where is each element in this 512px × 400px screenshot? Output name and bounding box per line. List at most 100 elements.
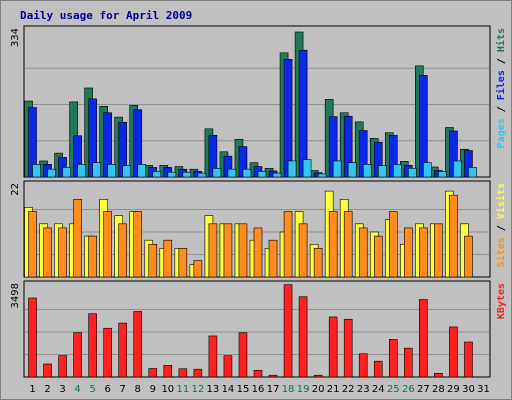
x-tick-label: 27 — [417, 384, 430, 395]
x-tick-label: 15 — [237, 384, 250, 395]
bar-sites-day-24 — [373, 235, 383, 278]
x-tick-label: 1 — [29, 384, 35, 395]
bar-kbytes-day-12 — [193, 368, 203, 378]
bar-pages-day-7 — [122, 165, 132, 178]
bar-pages-day-17 — [272, 172, 282, 178]
chart-panels: 334 Pages / Files / Hits 22 Sites / Visits 3… — [10, 25, 507, 378]
bar-kbytes-day-6 — [103, 327, 112, 378]
y-max-label: 22 — [10, 183, 21, 196]
bar-pages-day-10 — [167, 171, 177, 178]
series-label: Files — [495, 70, 507, 100]
bar-kbytes-day-27 — [419, 299, 428, 378]
bar-kbytes-day-4 — [73, 332, 82, 378]
bar-pages-day-22 — [347, 162, 357, 178]
bar-pages-day-29 — [453, 160, 462, 178]
x-tick-label: 5 — [89, 384, 95, 395]
bar-pages-day-9 — [152, 171, 162, 178]
bar-sites-day-4 — [73, 198, 82, 278]
x-tick-label: 21 — [327, 384, 340, 395]
bar-kbytes-day-21 — [328, 316, 338, 378]
bar-sites-day-28 — [434, 223, 443, 278]
bar-kbytes-day-15 — [238, 332, 248, 378]
bar-kbytes-day-7 — [118, 322, 128, 378]
bar-pages-day-15 — [242, 168, 252, 178]
bar-sites-day-18 — [283, 211, 293, 278]
x-tick-label: 4 — [74, 384, 80, 395]
series-files — [28, 49, 473, 178]
bar-sites-day-14 — [223, 223, 233, 278]
panel-bottom: 3498 KBytes — [10, 280, 507, 378]
y-max-label: 3498 — [10, 283, 21, 308]
series-pages — [32, 159, 477, 178]
panel-middle: 22 Sites / Visits — [10, 180, 507, 278]
bar-sites-day-8 — [133, 211, 143, 278]
x-tick-label: 26 — [402, 384, 415, 395]
bar-kbytes-day-9 — [148, 368, 158, 378]
bar-pages-day-19 — [302, 159, 312, 178]
series-label: / — [496, 52, 507, 70]
bar-kbytes-day-28 — [434, 372, 443, 378]
bar-kbytes-day-16 — [253, 370, 263, 378]
x-tick-label: 9 — [150, 384, 156, 395]
bar-kbytes-day-1 — [28, 297, 37, 378]
bar-pages-day-6 — [107, 164, 116, 178]
bar-sites-day-15 — [238, 223, 248, 278]
bar-sites-day-30 — [464, 235, 473, 278]
bar-kbytes-day-11 — [178, 368, 188, 378]
bar-pages-day-5 — [92, 162, 101, 178]
x-tick-label: 12 — [192, 384, 205, 395]
bar-pages-day-27 — [423, 162, 432, 178]
x-tick-label: 16 — [252, 384, 265, 395]
x-tick-label: 11 — [176, 384, 189, 395]
bar-pages-day-8 — [137, 164, 147, 178]
bar-sites-day-9 — [148, 243, 158, 278]
x-tick-label: 18 — [282, 384, 295, 395]
bar-sites-day-22 — [343, 211, 353, 278]
series-sites — [28, 194, 473, 278]
bar-pages-day-28 — [438, 171, 447, 178]
bar-kbytes-day-13 — [208, 335, 218, 378]
x-tick-label: 7 — [120, 384, 126, 395]
x-tick-label: 10 — [161, 384, 174, 395]
x-tick-label: 19 — [297, 384, 310, 395]
panel-top: 334 Pages / Files / Hits — [10, 25, 507, 178]
bar-pages-day-4 — [77, 164, 86, 178]
y-max-label: 334 — [10, 28, 21, 47]
x-tick-label: 24 — [372, 384, 385, 395]
chart-title: Daily usage for April 2009 — [20, 9, 192, 22]
bar-pages-day-24 — [377, 165, 387, 178]
series-labels: Pages / Files / Hits — [495, 28, 507, 148]
bar-sites-day-26 — [404, 227, 413, 278]
x-tick-label: 13 — [207, 384, 220, 395]
bar-pages-day-1 — [32, 164, 41, 178]
series-label: Sites — [495, 237, 507, 267]
bar-pages-day-16 — [257, 171, 267, 178]
bar-sites-day-12 — [193, 260, 203, 278]
bar-sites-day-17 — [268, 239, 278, 278]
bar-sites-day-2 — [43, 227, 52, 278]
bar-pages-day-23 — [362, 164, 372, 178]
x-tick-label: 30 — [462, 384, 475, 395]
bar-kbytes-day-30 — [464, 341, 473, 378]
series-label: / — [496, 100, 507, 118]
bar-sites-day-27 — [419, 227, 428, 278]
bar-files-day-18 — [283, 59, 293, 178]
x-tick-label: 22 — [342, 384, 355, 395]
bar-kbytes-day-20 — [313, 374, 323, 378]
bar-kbytes-day-18 — [283, 284, 293, 378]
bar-sites-day-7 — [118, 223, 128, 278]
x-tick-label: 31 — [477, 384, 490, 395]
bar-sites-day-1 — [28, 211, 37, 278]
bar-pages-day-26 — [408, 168, 417, 178]
x-tick-label: 8 — [135, 384, 141, 395]
x-tick-label: 29 — [447, 384, 460, 395]
bar-pages-day-13 — [212, 168, 222, 178]
bar-pages-day-30 — [468, 167, 477, 178]
bar-pages-day-21 — [332, 160, 342, 178]
bar-sites-day-21 — [328, 211, 338, 278]
bar-pages-day-2 — [47, 168, 56, 178]
bar-kbytes-day-14 — [223, 355, 233, 378]
bar-kbytes-day-17 — [268, 374, 278, 378]
x-tick-label: 14 — [222, 384, 235, 395]
